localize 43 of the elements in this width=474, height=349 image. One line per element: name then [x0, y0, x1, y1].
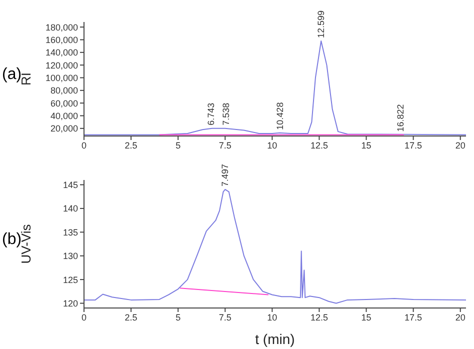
- annotation: 16.822: [396, 104, 406, 132]
- y-tick-label: 40,000: [50, 110, 78, 121]
- x-tick-label: 12.5: [310, 312, 328, 322]
- line-series: [84, 188, 466, 304]
- x-tick-label: 2.5: [124, 312, 138, 322]
- x-tick-label: 2.5: [124, 140, 138, 150]
- y-tick-label: 140,000: [45, 48, 78, 58]
- text: (b): [2, 231, 22, 248]
- x-axis-title: t (min): [255, 331, 295, 347]
- x-tick-label: 10: [267, 140, 278, 150]
- x-tick-label: 5: [176, 140, 181, 150]
- y-tick-label: 130: [62, 251, 78, 262]
- x-tick-label: 7.5: [218, 312, 232, 322]
- y-tick-label: 120,000: [45, 60, 78, 70]
- x-tick-label: 17.5: [404, 140, 422, 150]
- y-tick-label: 140: [62, 204, 78, 214]
- x-tick-label: 0: [81, 312, 87, 322]
- y-tick-label: 160,000: [45, 34, 78, 45]
- y-tick-label: 135: [62, 227, 78, 238]
- y-tick-label: 120: [62, 298, 78, 308]
- x-tick-label: 7.5: [218, 140, 232, 150]
- annotation: 10.428: [275, 102, 286, 130]
- y-tick-label: 60,000: [50, 98, 78, 108]
- x-tick-label: 0: [81, 140, 87, 150]
- x-tick-label: 12.5: [310, 140, 328, 150]
- x-tick-label: 10: [267, 312, 278, 322]
- x-tick-label: 15: [361, 140, 372, 150]
- y-tick-label: 20,000: [50, 124, 78, 134]
- x-tick-label: 20: [455, 312, 466, 322]
- annotation: 6.743: [206, 102, 216, 126]
- annotation: 7.497: [220, 164, 230, 186]
- x-tick-label: 20: [455, 140, 466, 150]
- x-tick-label: 5: [176, 312, 181, 322]
- y-tick-label: 80,000: [50, 86, 78, 96]
- annotation: 7.538: [220, 102, 231, 126]
- x-tick-label: 17.5: [404, 312, 422, 322]
- annotation: 12.599: [316, 10, 326, 38]
- text: (a): [2, 66, 22, 83]
- y-tick-label: 100,000: [45, 72, 78, 83]
- y-tick-label: 125: [62, 274, 78, 285]
- y-tick-label: 180,000: [45, 22, 78, 32]
- x-tick-label: 15: [361, 312, 372, 322]
- y-tick-label: 145: [62, 180, 78, 190]
